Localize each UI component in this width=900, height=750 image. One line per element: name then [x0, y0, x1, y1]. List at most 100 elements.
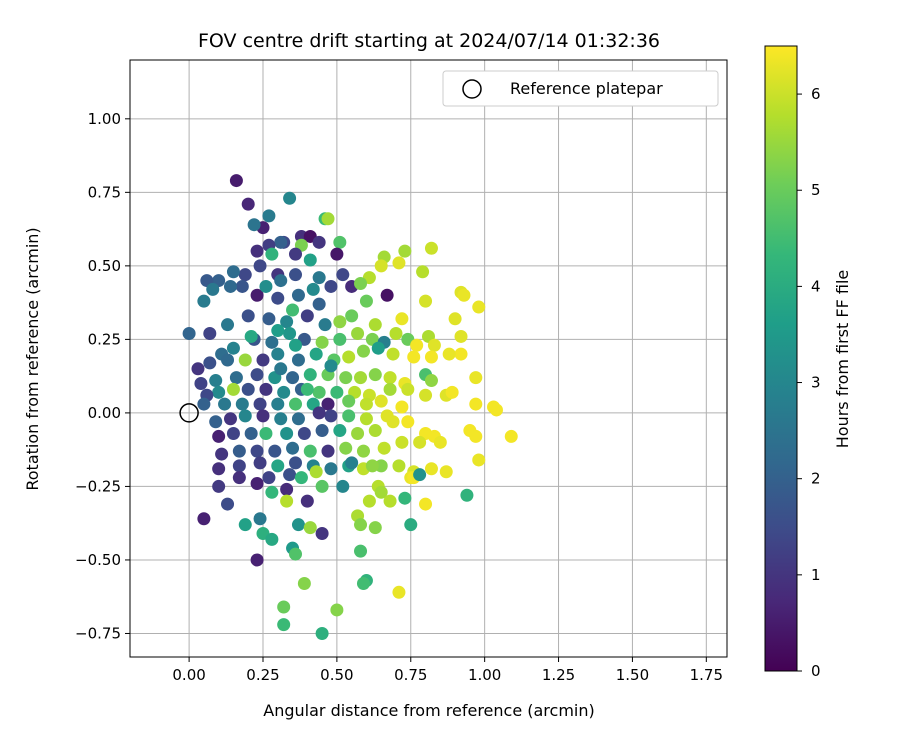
data-point [351, 327, 365, 341]
data-point [356, 444, 370, 458]
data-point [259, 426, 273, 440]
data-point [395, 435, 409, 449]
data-point [371, 341, 385, 355]
data-point [277, 600, 291, 614]
data-point [206, 282, 220, 296]
data-point [209, 374, 223, 388]
x-tick-label: 0.75 [394, 666, 427, 684]
data-point [368, 424, 382, 438]
data-point [218, 397, 232, 411]
data-point [226, 426, 240, 440]
data-point [410, 338, 424, 352]
data-point [315, 479, 329, 493]
data-point [374, 259, 388, 273]
data-point [392, 585, 406, 599]
data-point [303, 368, 317, 382]
data-point [312, 235, 326, 249]
data-point [424, 462, 438, 476]
data-point [368, 368, 382, 382]
data-point [197, 512, 211, 526]
data-point [212, 429, 226, 443]
data-point [413, 468, 427, 482]
data-point [424, 350, 438, 364]
data-point [321, 397, 335, 411]
data-point [256, 353, 270, 367]
colorbar-tick-label: 6 [811, 85, 821, 103]
data-point [427, 338, 441, 352]
data-point [256, 409, 270, 423]
data-point [300, 494, 314, 508]
data-point [413, 435, 427, 449]
colorbar-label: Hours from first FF file [833, 270, 852, 449]
data-point [303, 521, 317, 535]
data-point [253, 512, 267, 526]
colorbar-tick-label: 1 [811, 566, 821, 584]
x-tick-label: 1.75 [690, 666, 723, 684]
data-point [312, 385, 326, 399]
data-point [297, 426, 311, 440]
data-point [454, 347, 468, 361]
data-point [321, 444, 335, 458]
data-point [250, 244, 264, 258]
data-point [351, 426, 365, 440]
data-point [259, 382, 273, 396]
data-point [386, 347, 400, 361]
data-point [238, 268, 252, 282]
data-point [333, 315, 347, 329]
x-tick-label: 1.50 [616, 666, 649, 684]
data-point [362, 494, 376, 508]
reference-marker-layer [179, 403, 199, 423]
data-point [212, 385, 226, 399]
data-point [280, 426, 294, 440]
data-point [472, 453, 486, 467]
data-point [286, 441, 300, 455]
data-point [419, 294, 433, 308]
data-point [241, 197, 255, 211]
data-point [283, 191, 297, 205]
data-point [212, 462, 226, 476]
data-point [345, 309, 359, 323]
data-point [250, 476, 264, 490]
data-point [354, 371, 368, 385]
data-point [374, 394, 388, 408]
data-point [289, 456, 303, 470]
data-point [226, 265, 240, 279]
data-point [368, 318, 382, 332]
data-point [203, 356, 217, 370]
data-point [312, 297, 326, 311]
data-point [274, 362, 288, 376]
y-tick-label: 1.00 [88, 110, 121, 128]
data-point [271, 459, 285, 473]
data-point [238, 409, 252, 423]
data-point [223, 279, 237, 293]
data-point [395, 312, 409, 326]
y-axis-ticks: −0.75 −0.50 −0.25 0.00 0.25 0.50 0.75 1.00 [75, 110, 130, 642]
data-point [232, 459, 246, 473]
data-point [321, 212, 335, 226]
data-point [356, 344, 370, 358]
data-point [504, 429, 518, 443]
data-point [289, 338, 303, 352]
data-point [439, 465, 453, 479]
data-point [339, 371, 353, 385]
data-point [274, 235, 288, 249]
data-point [271, 324, 285, 338]
data-point [324, 279, 338, 293]
data-point [262, 312, 276, 326]
x-tick-label: 0.25 [246, 666, 279, 684]
data-point [232, 471, 246, 485]
colorbar-tick-label: 4 [811, 277, 821, 295]
data-point [383, 382, 397, 396]
data-point [392, 459, 406, 473]
x-tick-label: 0.00 [172, 666, 205, 684]
data-point [280, 494, 294, 508]
data-point [244, 329, 258, 343]
data-point [253, 456, 267, 470]
data-point [460, 488, 474, 502]
data-point [330, 385, 344, 399]
data-point [336, 479, 350, 493]
data-point [268, 444, 282, 458]
y-tick-label: 0.00 [88, 404, 121, 422]
data-point [277, 385, 291, 399]
